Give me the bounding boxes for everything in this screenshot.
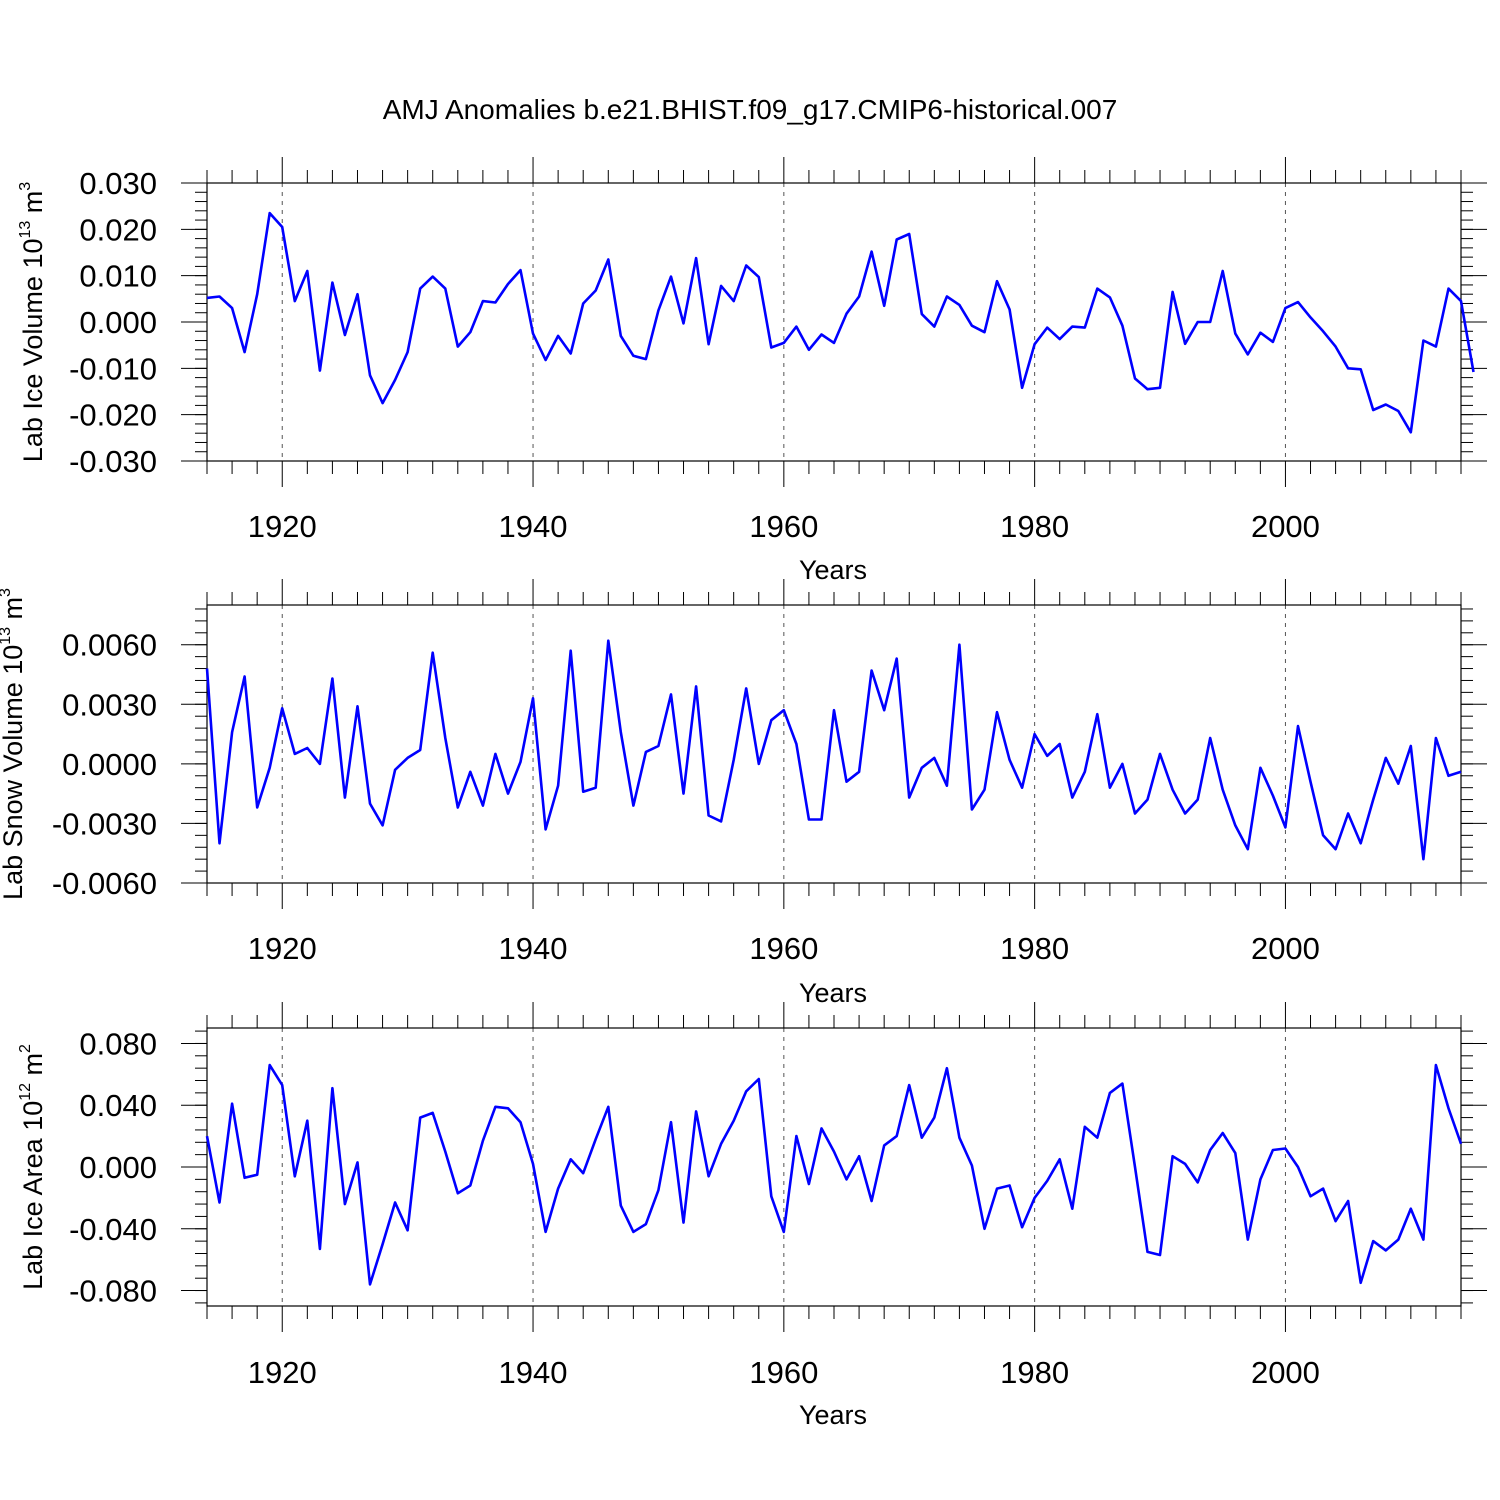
ice-area-panel: 1920 1940 1960 1980 2000 -0.080 -0.040 0.000 0.0… bbox=[17, 1002, 1487, 1430]
y-tick-label: 0.010 bbox=[79, 259, 157, 294]
y-tick-label: 0.0030 bbox=[62, 687, 157, 722]
y-axis-title: Lab Snow Volume 1013 m3 bbox=[0, 588, 28, 900]
ice-volume-panel: 1920 1940 1960 1980 2000 -0.030 -0.020 -0.010 0.… bbox=[17, 157, 1487, 585]
x-tick-label: 1940 bbox=[499, 509, 568, 544]
y-tick-label: -0.020 bbox=[69, 398, 157, 433]
y-tick-label: 0.0000 bbox=[62, 747, 157, 782]
y-tick-label: -0.030 bbox=[69, 444, 157, 479]
x-tick-label: 1980 bbox=[1000, 1355, 1069, 1390]
y-tick-label: 0.000 bbox=[79, 1150, 157, 1185]
x-tick-label: 1920 bbox=[248, 1355, 317, 1390]
x-tick-label: 1920 bbox=[248, 509, 317, 544]
y-tick-label: 0.080 bbox=[79, 1026, 157, 1061]
ice-area-series-line bbox=[205, 1063, 1463, 1286]
x-tick-label: 2000 bbox=[1251, 1355, 1320, 1390]
y-tick-label: -0.0030 bbox=[52, 806, 157, 841]
x-tick-label: 1960 bbox=[749, 931, 818, 966]
x-tick-label: 1960 bbox=[749, 1355, 818, 1390]
snow-volume-series-line bbox=[205, 639, 1462, 861]
x-axis-title: Years bbox=[799, 555, 867, 585]
y-axis-title: Lab Ice Area 1012 m2 bbox=[17, 1044, 48, 1290]
y-tick-label: -0.0060 bbox=[52, 866, 157, 901]
y-tick-label: 0.040 bbox=[79, 1088, 157, 1123]
x-tick-label: 1940 bbox=[499, 931, 568, 966]
snow-volume-panel: 1920 1940 1960 1980 2000 -0.0060 -0.0030 0.0000… bbox=[0, 579, 1487, 1008]
y-axis-title: Lab Ice Volume 1013 m3 bbox=[17, 182, 48, 462]
x-tick-label: 1920 bbox=[248, 931, 317, 966]
y-tick-label: -0.040 bbox=[69, 1212, 157, 1247]
x-tick-label: 1940 bbox=[499, 1355, 568, 1390]
y-tick-label: 0.000 bbox=[79, 305, 157, 340]
plot-frame bbox=[206, 1027, 1462, 1307]
x-axis-title: Years bbox=[799, 978, 867, 1008]
figure-title: AMJ Anomalies b.e21.BHIST.f09_g17.CMIP6-… bbox=[383, 94, 1118, 125]
x-tick-label: 1980 bbox=[1000, 931, 1069, 966]
y-tick-label: 0.020 bbox=[79, 212, 157, 247]
y-tick-label: -0.010 bbox=[69, 351, 157, 386]
plot-frame bbox=[206, 182, 1462, 462]
ice-volume-series-line bbox=[206, 211, 1475, 434]
y-tick-label: 0.0060 bbox=[62, 628, 157, 663]
x-axis-title: Years bbox=[799, 1400, 867, 1430]
y-tick-label: 0.030 bbox=[79, 166, 157, 201]
x-tick-label: 2000 bbox=[1251, 931, 1320, 966]
y-tick-label: -0.080 bbox=[69, 1274, 157, 1309]
plot-frame bbox=[206, 604, 1462, 884]
x-tick-label: 2000 bbox=[1251, 509, 1320, 544]
x-tick-label: 1980 bbox=[1000, 509, 1069, 544]
x-tick-label: 1960 bbox=[749, 509, 818, 544]
